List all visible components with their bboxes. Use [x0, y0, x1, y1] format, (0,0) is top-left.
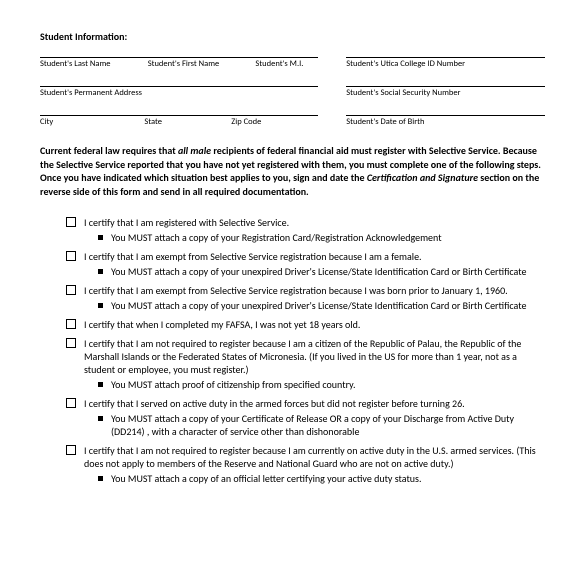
bullet-icon — [98, 416, 103, 421]
checkbox-icon[interactable] — [66, 398, 76, 408]
section-title: Student Information: — [40, 30, 545, 43]
check-text: I certify that I am not required to regi… — [84, 337, 545, 376]
check-item: I certify that when I completed my FAFSA… — [66, 318, 545, 331]
check-text: I certify that I am exempt from Selectiv… — [84, 250, 545, 263]
form-row-2: Student's Permanent Address Student's So… — [40, 86, 545, 99]
check-text: I certify that I am exempt from Selectiv… — [84, 284, 545, 297]
instructions-paragraph: Current federal law requires that all ma… — [40, 144, 545, 198]
sub-line: You MUST attach a copy of your Registrat… — [66, 231, 545, 244]
field-mi: Student's M.I. — [255, 57, 318, 70]
sub-line: You MUST attach proof of citizenship fro… — [66, 378, 545, 391]
sub-text: You MUST attach a copy of your Certifica… — [111, 412, 545, 438]
check-item: I certify that I am registered with Sele… — [66, 216, 545, 244]
field-city: City — [40, 115, 144, 128]
check-line: I certify that when I completed my FAFSA… — [66, 318, 545, 331]
check-line: I certify that I am exempt from Selectiv… — [66, 284, 545, 297]
sub-line: You MUST attach a copy of your unexpired… — [66, 299, 545, 312]
checkbox-icon[interactable] — [66, 217, 76, 227]
sub-line: You MUST attach a copy of your unexpired… — [66, 265, 545, 278]
field-zip: Zip Code — [231, 115, 318, 128]
instr-text-1: Current federal law requires that — [40, 144, 178, 157]
checkbox-icon[interactable] — [66, 445, 76, 455]
bullet-icon — [98, 303, 103, 308]
bullet-icon — [98, 382, 103, 387]
sub-line: You MUST attach a copy of an official le… — [66, 472, 545, 485]
check-text: I certify that when I completed my FAFSA… — [84, 318, 545, 331]
field-ssn: Student's Social Security Number — [346, 86, 545, 99]
instr-em-1: all male — [178, 144, 211, 157]
field-first-name: Student's First Name — [148, 57, 256, 70]
check-text: I certify that I am not required to regi… — [84, 444, 545, 470]
checklist: I certify that I am registered with Sele… — [40, 216, 545, 485]
form-row-1: Student's Last Name Student's First Name… — [40, 57, 545, 70]
document-page: Student Information: Student's Last Name… — [0, 0, 585, 511]
check-line: I certify that I am registered with Sele… — [66, 216, 545, 229]
check-item: I certify that I served on active duty i… — [66, 397, 545, 438]
form-row-3: City State Zip Code Student's Date of Bi… — [40, 115, 545, 128]
check-line: I certify that I served on active duty i… — [66, 397, 545, 410]
check-text: I certify that I am registered with Sele… — [84, 216, 545, 229]
bullet-icon — [98, 476, 103, 481]
bullet-icon — [98, 269, 103, 274]
field-college-id: Student's Utica College ID Number — [346, 57, 545, 70]
checkbox-icon[interactable] — [66, 338, 76, 348]
sub-text: You MUST attach proof of citizenship fro… — [111, 378, 545, 391]
check-item: I certify that I am exempt from Selectiv… — [66, 284, 545, 312]
check-item: I certify that I am exempt from Selectiv… — [66, 250, 545, 278]
field-last-name: Student's Last Name — [40, 57, 148, 70]
field-permanent-address: Student's Permanent Address — [40, 86, 318, 99]
sub-text: You MUST attach a copy of an official le… — [111, 472, 545, 485]
sub-line: You MUST attach a copy of your Certifica… — [66, 412, 545, 438]
check-item: I certify that I am not required to regi… — [66, 337, 545, 391]
check-line: I certify that I am not required to regi… — [66, 444, 545, 470]
checkbox-icon[interactable] — [66, 285, 76, 295]
check-item: I certify that I am not required to regi… — [66, 444, 545, 485]
sub-text: You MUST attach a copy of your unexpired… — [111, 299, 545, 312]
check-line: I certify that I am exempt from Selectiv… — [66, 250, 545, 263]
instr-em-2: Certification and Signature — [367, 171, 478, 184]
sub-text: You MUST attach a copy of your unexpired… — [111, 265, 545, 278]
field-dob: Student's Date of Birth — [346, 115, 545, 128]
checkbox-icon[interactable] — [66, 251, 76, 261]
field-state: State — [144, 115, 231, 128]
checkbox-icon[interactable] — [66, 319, 76, 329]
bullet-icon — [98, 235, 103, 240]
check-line: I certify that I am not required to regi… — [66, 337, 545, 376]
check-text: I certify that I served on active duty i… — [84, 397, 545, 410]
sub-text: You MUST attach a copy of your Registrat… — [111, 231, 545, 244]
